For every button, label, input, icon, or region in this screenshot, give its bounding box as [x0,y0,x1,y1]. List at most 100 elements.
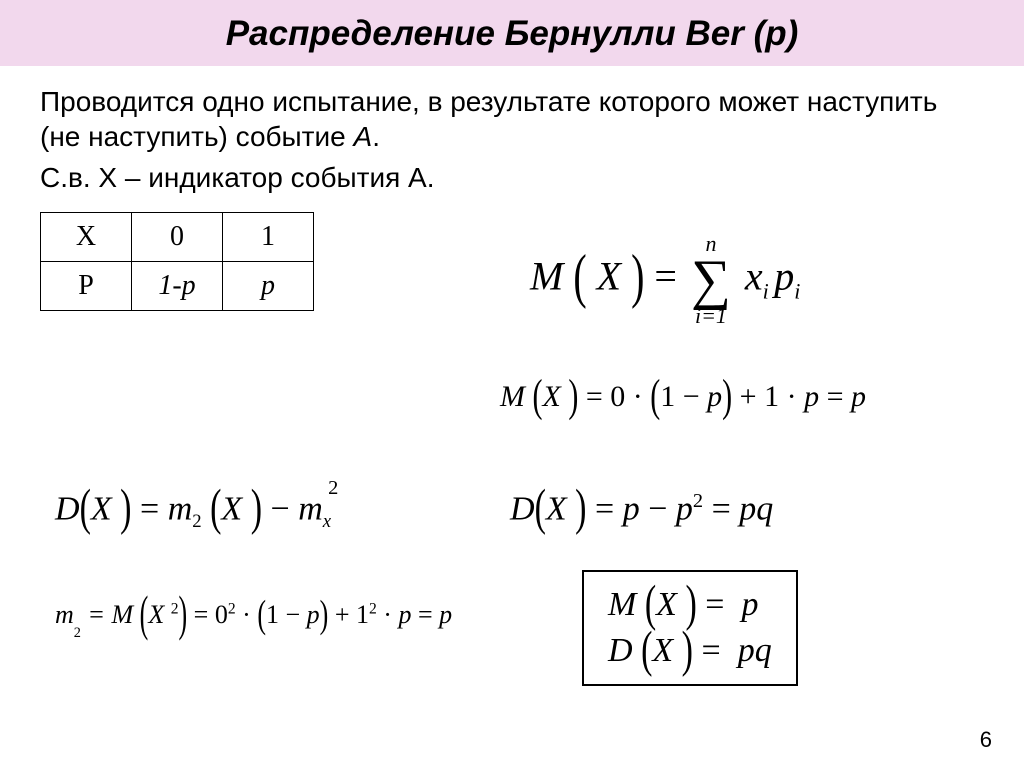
minus: − [271,490,299,527]
sym-pq: pq [738,632,772,669]
sym-p3: p [439,600,452,629]
eq: = [140,490,168,527]
sub-i2: i [794,278,800,303]
sym-X: X [546,490,567,527]
distribution-table: X 0 1 P 1-p p [40,212,314,311]
sym-p: p [623,490,640,527]
eq: = 0 [194,600,228,629]
sum-lower: i=1 [695,307,727,326]
paren-close: ) [251,481,262,538]
intro-line-1: Проводится одно испытание, в результате … [40,84,984,154]
sym-p: p [774,253,794,298]
table-row: X 0 1 [41,213,314,262]
paren-close: ) [320,593,329,638]
intro-line-2: С.в. Х – индикатор события А. [40,162,984,194]
paren-open: ( [140,587,149,644]
cell-p1: p [223,262,314,311]
sym-X: X [91,490,112,527]
dot: · [236,600,258,629]
one-minus: 1 − [266,600,307,629]
sym-M: M [608,586,636,623]
content-area: Проводится одно испытание, в результате … [0,66,1024,311]
sym-X: X [148,600,164,629]
eq: = [595,490,623,527]
paren-open: ( [535,481,546,538]
sym-D: D [510,490,535,527]
paren-close: ) [631,241,644,312]
sym-p2: p [676,490,693,527]
sym-p: p [707,380,722,413]
sub-i1: i [763,278,775,303]
sup-2: 2 [171,600,179,617]
table-row: P 1-p p [41,262,314,311]
sigma-icon: ∑ [691,254,731,307]
cell-X-label: X [41,213,132,262]
paren-open: ( [257,593,266,638]
sym-p2: p [398,600,411,629]
sym-M: M [500,380,525,413]
paren-open: ( [641,616,652,685]
paren-open: ( [80,481,91,538]
eq-M: = M [87,600,133,629]
minus: − [648,490,676,527]
sym-m: m [55,600,74,629]
plus: + 1 [328,600,369,629]
paren-close: ) [120,481,131,538]
eq: = [693,632,729,669]
event-A: A [354,121,373,152]
page-number: 6 [980,727,992,753]
eq: = 0 · [586,380,650,413]
eq2: = [819,380,851,413]
formula-var-calc: D(X ) = p − p2 = pq [510,490,773,528]
sym-D: D [55,490,80,527]
sym-X: X [543,380,561,413]
paren-close: ) [575,481,586,538]
eq2: = [712,490,740,527]
eq2: = [411,600,439,629]
sym-X2: X [221,490,242,527]
sym-X: X [656,586,677,623]
sym-p2: p [804,380,819,413]
sym-D: D [608,632,633,669]
sym-p: p [307,600,320,629]
paren-open: ( [210,481,221,538]
intro-text: Проводится одно испытание, в результате … [40,86,937,152]
sym-x: x [745,253,763,298]
sym-m2: m [168,490,193,527]
formula-mean-sum: M ( X ) = n ∑ i=1 xi pi [530,235,800,326]
summation-icon: n ∑ i=1 [691,235,731,326]
sup-2: 2 [693,490,703,512]
slide-title: Распределение Бернулли Ber (p) [0,0,1024,66]
sup-2c: 2 [369,600,377,617]
cell-x0: 0 [132,213,223,262]
eq-sign: = [654,253,687,298]
paren-open: ( [573,241,586,312]
sym-X: X [597,253,621,298]
sup-2b: 2 [228,600,236,617]
eq: = [697,586,733,623]
cell-p0: 1-p [132,262,223,311]
sym-pq: pq [739,490,773,527]
result-box: M (X ) = p D (X ) = pq [582,570,798,686]
formula-var-def: D(X ) = m2 (X ) − mx2 [55,490,341,533]
sym-p3: p [851,380,866,413]
cell-P-label: P [41,262,132,311]
sub-x: x [323,511,331,532]
sym-p: p [741,586,758,623]
paren-close: ) [682,616,693,685]
paren-close: ) [179,587,188,644]
box-line-D: D (X ) = pq [608,628,772,674]
sym-mx: m [298,490,323,527]
sym-M: M [530,253,563,298]
formula-mean-calc: M (X ) = 0 · (1 − p) + 1 · p = p [500,380,866,414]
sup-2: 2 [328,477,338,499]
paren-close: ) [568,372,578,423]
sub-2: 2 [192,511,201,532]
plus-one: + 1 · [732,380,804,413]
cell-x1: 1 [223,213,314,262]
paren-close: ) [722,372,732,423]
one-minus: 1 − [660,380,707,413]
paren-open: ( [650,372,660,423]
paren-open: ( [533,372,543,423]
sub-2: 2 [74,625,81,641]
